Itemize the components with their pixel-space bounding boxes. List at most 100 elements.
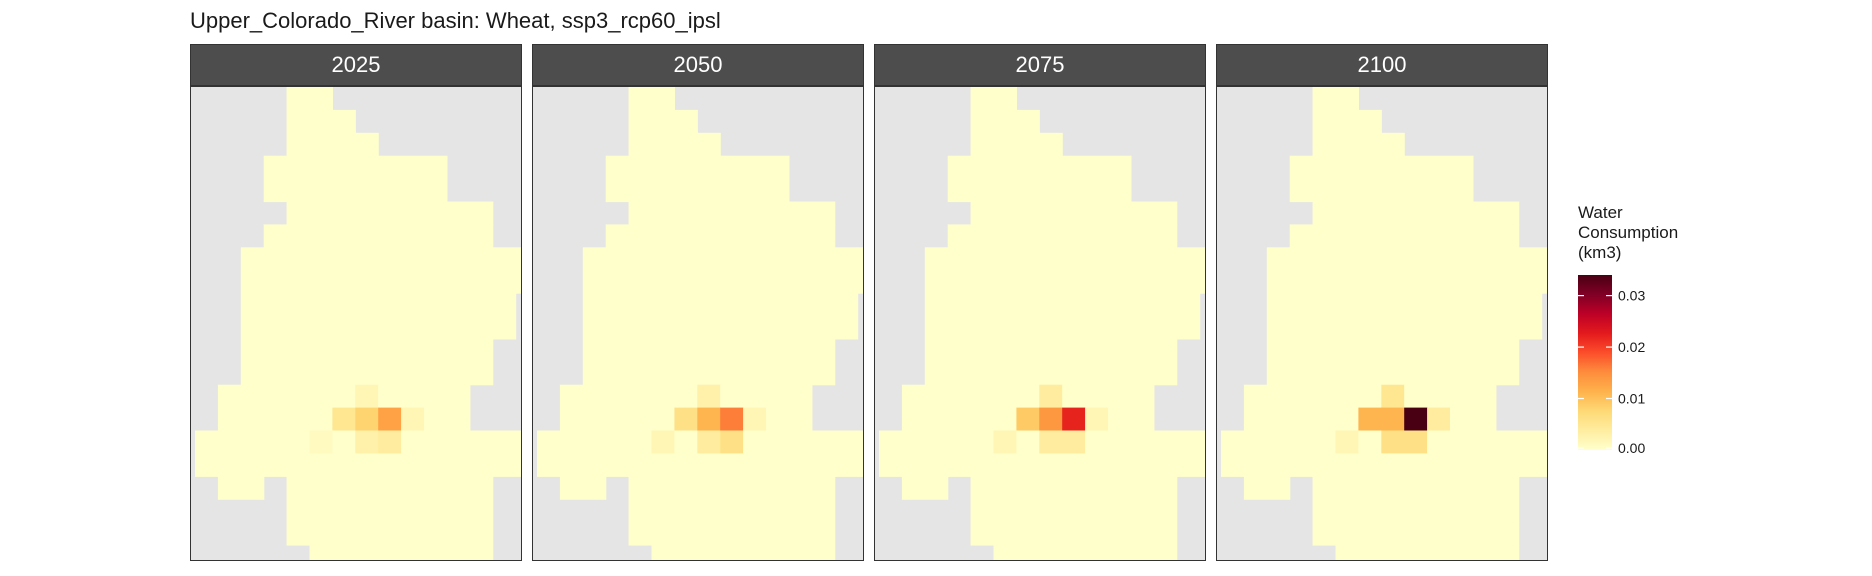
heatmap-cell xyxy=(720,316,744,340)
heatmap-cell xyxy=(378,155,402,180)
heatmap-cell xyxy=(286,384,311,409)
heatmap-cell xyxy=(217,476,242,500)
heatmap-cell xyxy=(355,384,379,409)
heatmap-cell xyxy=(674,430,698,454)
heatmap-cell xyxy=(1062,316,1086,340)
heatmap-cell xyxy=(1176,316,1201,340)
heatmap-cell xyxy=(355,316,379,340)
heatmap-cell xyxy=(1108,545,1132,560)
heatmap-cell xyxy=(1266,384,1291,409)
heatmap-cell xyxy=(674,361,698,386)
heatmap-cell xyxy=(651,155,675,180)
heatmap-cell xyxy=(970,316,995,340)
legend-title-line: (km3) xyxy=(1578,243,1622,262)
heatmap-cell xyxy=(401,499,425,523)
heatmap-cell xyxy=(1312,522,1337,546)
heatmap-cell xyxy=(1108,293,1132,317)
heatmap-cell xyxy=(1130,247,1155,271)
heatmap-cell xyxy=(947,361,972,386)
heatmap-cell xyxy=(286,338,311,363)
heatmap-cell xyxy=(424,453,448,477)
heatmap-cell xyxy=(1450,361,1474,386)
heatmap-cell xyxy=(1358,361,1382,386)
heatmap-cell xyxy=(651,224,675,248)
heatmap-cell xyxy=(1427,338,1451,363)
heatmap-cell xyxy=(811,361,836,386)
heatmap-cell xyxy=(332,247,356,271)
heatmap-cell xyxy=(1039,293,1063,317)
heatmap-cell xyxy=(811,293,836,317)
heatmap-cell xyxy=(651,109,675,134)
heatmap-cell xyxy=(1335,109,1359,134)
heatmap-cell xyxy=(492,270,517,294)
heatmap-cell xyxy=(1039,545,1063,560)
heatmap-cell xyxy=(628,109,653,134)
heatmap-cell xyxy=(286,132,311,157)
heatmap-cell xyxy=(1085,338,1109,363)
heatmap-cell xyxy=(766,522,790,546)
heatmap-cell xyxy=(697,430,721,454)
heatmap-cell xyxy=(766,361,790,386)
heatmap-cell xyxy=(788,407,813,432)
heatmap-cell xyxy=(1518,270,1543,294)
heatmap-cell xyxy=(674,522,698,546)
heatmap-cell xyxy=(286,361,311,386)
heatmap-cell xyxy=(1108,270,1132,294)
heatmap-cell xyxy=(263,155,288,180)
heatmap-cell xyxy=(720,453,744,477)
heatmap-cell xyxy=(628,407,653,432)
heatmap-cell xyxy=(834,453,859,477)
heatmap-cell xyxy=(1427,522,1451,546)
heatmap-cell xyxy=(332,407,356,432)
heatmap-cell xyxy=(1472,545,1497,560)
heatmap-cell xyxy=(857,453,863,477)
heatmap-cell xyxy=(355,499,379,523)
heatmap-cell xyxy=(1062,522,1086,546)
heatmap-cell xyxy=(811,545,836,560)
heatmap-cell xyxy=(1472,316,1497,340)
heatmap-cell xyxy=(332,430,356,454)
heatmap-cell xyxy=(743,155,767,180)
heatmap-cell xyxy=(1153,224,1178,248)
heatmap-cell xyxy=(1153,201,1178,225)
heatmap-cell xyxy=(766,407,790,432)
heatmap-cell xyxy=(811,476,836,500)
heatmap-cell xyxy=(559,407,584,432)
heatmap-cell xyxy=(1472,430,1497,454)
heatmap-cell xyxy=(332,338,356,363)
heatmap-cell xyxy=(1130,453,1155,477)
heatmap-cell xyxy=(309,407,333,432)
heatmap-cell xyxy=(469,247,494,271)
heatmap-cell xyxy=(766,338,790,363)
heatmap-cell xyxy=(1289,384,1314,409)
heatmap-cell xyxy=(378,316,402,340)
heatmap-cell xyxy=(766,270,790,294)
heatmap-cell xyxy=(1130,270,1155,294)
heatmap-cell xyxy=(1335,247,1359,271)
heatmap-cell xyxy=(788,361,813,386)
heatmap-cell xyxy=(401,407,425,432)
heatmap-cell xyxy=(743,270,767,294)
heatmap-cell xyxy=(993,384,1017,409)
heatmap-cell xyxy=(1335,407,1359,432)
heatmap-cell xyxy=(401,384,425,409)
heatmap-cell xyxy=(1427,316,1451,340)
heatmap-cell xyxy=(901,407,926,432)
heatmap-cell xyxy=(1312,407,1337,432)
facet-strip-label: 2025 xyxy=(190,44,522,86)
heatmap-cell xyxy=(788,499,813,523)
heatmap-cell xyxy=(1016,545,1040,560)
heatmap-cell xyxy=(309,201,333,225)
heatmap-cell xyxy=(1427,430,1451,454)
heatmap-cell xyxy=(766,201,790,225)
heatmap-cell xyxy=(1289,407,1314,432)
heatmap-cell xyxy=(697,247,721,271)
legend-colorbar: 0.00 0.01 0.02 0.03 xyxy=(1578,275,1645,456)
heatmap-cell xyxy=(582,270,607,294)
heatmap-cell xyxy=(924,453,949,477)
heatmap-cell xyxy=(1130,407,1155,432)
heatmap-cell xyxy=(1358,338,1382,363)
heatmap-cell xyxy=(1381,384,1405,409)
heatmap-cell xyxy=(970,109,995,134)
heatmap-cell xyxy=(1199,430,1205,454)
